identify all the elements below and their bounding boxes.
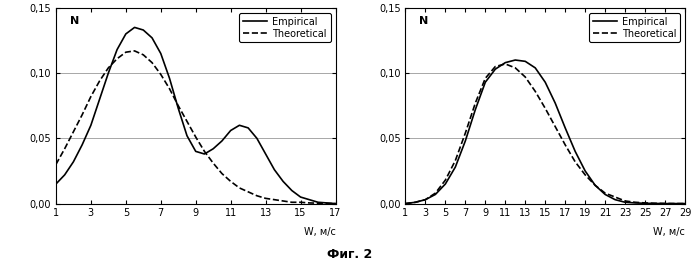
Text: W, м/с: W, м/с	[653, 227, 685, 237]
Text: W, м/с: W, м/с	[303, 227, 336, 237]
Legend: Empirical, Theoretical: Empirical, Theoretical	[589, 13, 680, 43]
Text: N: N	[70, 16, 79, 26]
Text: N: N	[419, 16, 428, 26]
Text: Фиг. 2: Фиг. 2	[327, 248, 372, 261]
Legend: Empirical, Theoretical: Empirical, Theoretical	[239, 13, 331, 43]
